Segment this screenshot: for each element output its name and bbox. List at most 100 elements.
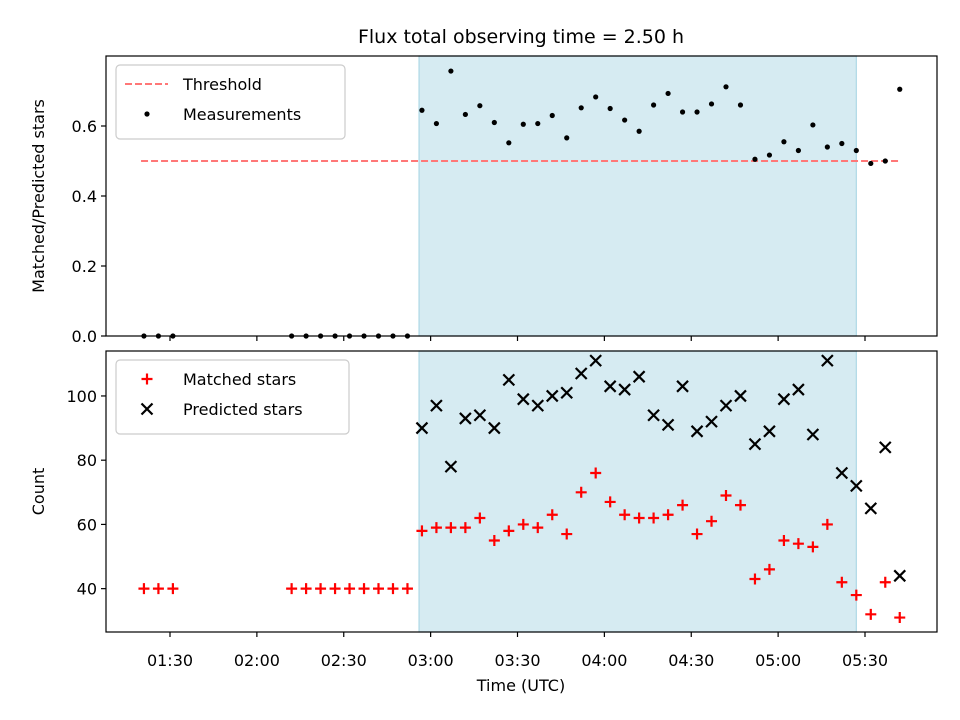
data-point (691, 528, 703, 540)
data-point (574, 367, 588, 380)
data-point (665, 90, 671, 97)
count-panel: 40 60 80 100 01:30 02:00 02:30 03:00 03:30 04:00 0… (29, 350, 938, 670)
data-point (430, 399, 443, 412)
data-point (821, 354, 834, 367)
data-point (723, 84, 729, 90)
data-point (865, 608, 877, 620)
data-point (839, 140, 845, 147)
y-axis-label: Count (29, 468, 48, 516)
data-point (517, 518, 529, 530)
data-point (575, 486, 587, 498)
data-point (694, 109, 700, 115)
x-tick-label: 03:00 (408, 651, 454, 670)
data-point (748, 437, 762, 451)
legend-marker (141, 373, 153, 385)
data-point (517, 392, 530, 406)
legend-box (115, 64, 346, 140)
data-point (737, 102, 744, 108)
legend-marker (144, 111, 150, 117)
data-point (850, 479, 863, 493)
ratio-panel: 0.0 0.2 0.4 0.6 Matched/Predicted stars Thres… (29, 55, 938, 346)
data-point (503, 525, 515, 537)
data-point (549, 112, 555, 119)
data-point (781, 139, 787, 145)
data-point (416, 525, 428, 537)
plot-frame (105, 350, 938, 633)
data-point (448, 68, 454, 74)
data-point (734, 499, 746, 511)
data-point (373, 583, 384, 595)
shaded-region (418, 55, 857, 337)
data-point (679, 109, 686, 115)
data-point (763, 563, 775, 575)
data-point (879, 576, 891, 588)
data-point (473, 408, 487, 422)
y-tick-label: 80 (77, 451, 97, 470)
series-cross (415, 354, 907, 583)
data-point (138, 583, 150, 595)
data-point (636, 128, 642, 134)
data-point (706, 515, 718, 527)
x-tick-label: 05:00 (755, 651, 801, 670)
data-point (506, 140, 512, 146)
x-tick-label: 03:30 (494, 651, 540, 670)
data-point (662, 509, 674, 521)
data-point (477, 103, 483, 109)
data-point (810, 122, 816, 128)
data-point (893, 569, 907, 583)
data-point (749, 573, 761, 585)
data-point (807, 541, 819, 553)
data-point (300, 583, 312, 595)
data-point (677, 499, 689, 511)
data-point (897, 86, 903, 92)
data-point (561, 528, 573, 540)
y-tick-label: 40 (77, 580, 97, 599)
y-tick-label: 0.0 (72, 327, 97, 346)
data-point (344, 583, 356, 595)
data-point (622, 117, 628, 123)
data-point (387, 583, 399, 595)
data-point (358, 583, 370, 595)
data-point (720, 490, 732, 502)
data-point (766, 152, 773, 158)
data-point (882, 158, 888, 164)
data-point (488, 421, 501, 435)
legend-marker (140, 402, 154, 416)
data-point (589, 354, 602, 367)
data-point (763, 425, 776, 438)
x-tick-label: 01:30 (147, 651, 193, 670)
y-tick-label: 0.2 (72, 257, 97, 276)
data-point (604, 496, 616, 508)
data-point (868, 160, 874, 167)
y-tick-label: 0.6 (72, 117, 97, 136)
data-point (444, 460, 458, 473)
legend-label: Predicted stars (183, 400, 303, 419)
data-point (894, 612, 906, 624)
series-plus (138, 467, 906, 624)
data-point (419, 107, 425, 113)
x-tick-label: 04:00 (581, 651, 627, 670)
data-point (821, 518, 833, 530)
data-point (546, 509, 558, 521)
data-point (531, 399, 545, 412)
data-point (459, 412, 472, 425)
data-point (462, 111, 468, 118)
data-point (632, 370, 646, 383)
legend-label: Measurements (183, 105, 301, 124)
data-point (651, 102, 657, 108)
data-point (878, 441, 892, 454)
data-point (445, 522, 457, 534)
data-point (315, 583, 327, 595)
data-point (564, 135, 570, 141)
data-point (705, 415, 718, 428)
data-point (835, 466, 849, 480)
data-point (286, 583, 298, 595)
legend-label: Threshold (182, 75, 262, 94)
data-point (590, 467, 602, 479)
data-point (864, 502, 878, 515)
data-point (430, 522, 442, 534)
data-point (618, 383, 631, 396)
data-point (607, 105, 613, 112)
data-point (545, 389, 559, 403)
